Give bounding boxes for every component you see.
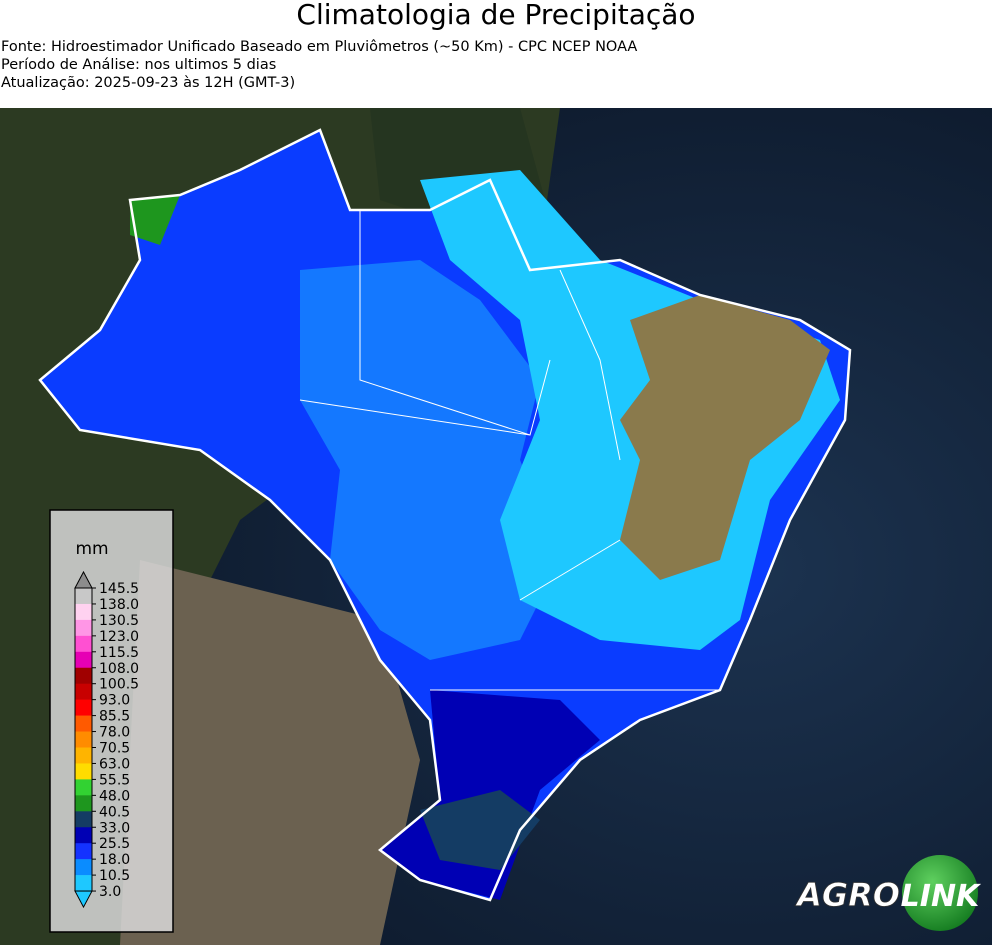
colorbar-tick-label: 130.5 <box>99 613 139 629</box>
legend-unit: mm <box>75 539 108 559</box>
colorbar-bin <box>75 811 92 828</box>
colorbar-bin <box>75 588 92 605</box>
colorbar-tick-label: 85.5 <box>99 709 130 725</box>
colorbar-bin <box>75 827 92 844</box>
colorbar-bin <box>75 683 92 700</box>
colorbar-tick-label: 55.5 <box>99 772 130 788</box>
colorbar-tick-label: 33.0 <box>99 820 130 836</box>
legend: mm 145.5138.0130.5123.0115.5108.0100.593… <box>49 509 174 933</box>
colorbar-tick-label: 3.0 <box>99 884 121 900</box>
colorbar-tick-label: 78.0 <box>99 725 130 741</box>
source-line: Fonte: Hidroestimador Unificado Baseado … <box>1 39 638 55</box>
logo: AGRO LINK <box>794 855 982 931</box>
dry-region <box>620 295 830 580</box>
colorbar-bin <box>75 619 92 637</box>
logo-left: AGRO <box>794 876 900 914</box>
colorbar-bin <box>75 603 92 621</box>
colorbar-tick-label: 63.0 <box>99 756 130 772</box>
colorbar-frame <box>74 587 93 892</box>
colorbar-bin <box>75 875 92 892</box>
colorbar-tick-label: 115.5 <box>99 645 139 661</box>
colorbar-bin <box>75 731 92 748</box>
colorbar-tick-label: 93.0 <box>99 693 130 709</box>
colorbar-tick-label: 25.5 <box>99 836 130 852</box>
colorbar-bin <box>75 651 92 669</box>
colorbar-tick-label: 123.0 <box>99 629 139 645</box>
colorbar-tick-label: 145.5 <box>99 581 139 597</box>
colorbar-tick-label: 108.0 <box>99 661 139 677</box>
colorbar-bin <box>75 763 92 780</box>
colorbar-tick-label: 40.5 <box>99 804 130 820</box>
state-borders <box>299 210 720 691</box>
colorbar-tick-label: 10.5 <box>99 868 130 884</box>
colorbar-bin <box>75 667 92 684</box>
colorbar-bin <box>75 747 92 764</box>
colorbar-tick-label: 70.5 <box>99 741 130 757</box>
precip-region <box>420 790 540 870</box>
precip-region <box>300 260 560 660</box>
colorbar-bin <box>75 843 92 860</box>
colorbar-bin <box>75 715 92 732</box>
colorbar-bin <box>75 795 92 812</box>
period-line: Período de Análise: nos ultimos 5 dias <box>1 57 277 73</box>
legend-box <box>49 509 174 933</box>
colorbar-tick-label: 100.5 <box>99 677 139 693</box>
colorbar-tick-label: 48.0 <box>99 788 130 804</box>
colorbar-tick-label: 18.0 <box>99 852 130 868</box>
logo-circle <box>902 855 978 931</box>
colorbar-bin <box>75 635 92 653</box>
colorbar-tick-label: 138.0 <box>99 597 139 613</box>
colorbar-bin <box>75 699 92 716</box>
colorbar-bin <box>75 859 92 876</box>
map-title: Climatologia de Precipitação <box>296 0 696 31</box>
precip-region <box>130 195 180 245</box>
country-border <box>38 128 852 902</box>
update-line: Atualização: 2025-09-23 às 12H (GMT-3) <box>1 75 296 91</box>
logo-right: LINK <box>901 879 982 914</box>
land <box>120 560 420 945</box>
colorbar-bin <box>75 779 92 796</box>
